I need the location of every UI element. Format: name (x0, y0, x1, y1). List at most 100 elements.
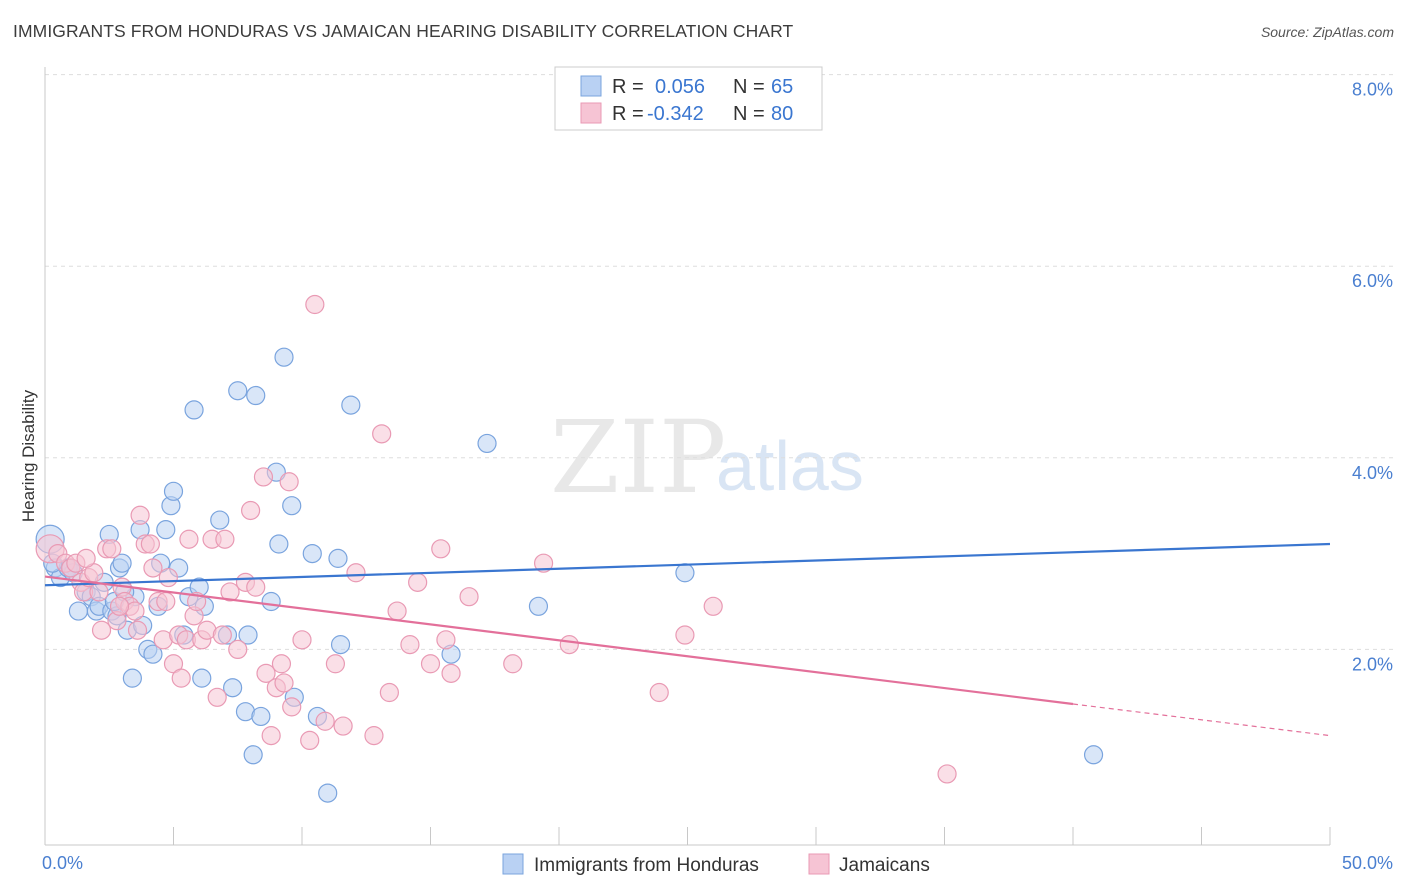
jamaicans-point (300, 730, 320, 751)
chart-title: IMMIGRANTS FROM HONDURAS VS JAMAICAN HEA… (13, 21, 794, 41)
jamaicans-point (364, 726, 384, 746)
honduras-point (184, 400, 204, 420)
honduras-point (163, 481, 184, 501)
honduras-point (238, 625, 258, 645)
jamaicans-point (559, 635, 579, 655)
jamaicans-point (253, 467, 274, 487)
honduras-point (251, 706, 271, 727)
jamaicans-point (179, 529, 199, 549)
jamaicans-point (325, 654, 346, 674)
honduras-point (112, 553, 132, 573)
honduras-point (210, 510, 230, 530)
legend-r-label-2: R = (612, 103, 644, 125)
honduras-point (477, 433, 497, 454)
series-legend-swatch-jamaicans[interactable] (808, 853, 830, 875)
jamaicans-point (143, 558, 163, 578)
honduras-point (528, 596, 549, 616)
jamaicans-point (228, 639, 248, 660)
honduras-point (675, 563, 695, 583)
honduras-point (156, 520, 176, 540)
jamaicans-point (102, 539, 122, 559)
honduras-point (68, 601, 89, 621)
honduras-point (274, 347, 294, 367)
jamaicans-point (274, 673, 294, 693)
y-tick-label: 6.0% (1352, 271, 1393, 291)
x-ticks (173, 827, 1331, 845)
jamaicans-point (292, 630, 312, 650)
jamaicans-point (387, 601, 407, 621)
honduras-point (261, 591, 281, 612)
jamaicans-point (246, 577, 266, 597)
honduras-point (228, 381, 248, 401)
honduras-point (243, 745, 263, 765)
honduras-point (122, 668, 142, 688)
jamaicans-point (91, 620, 112, 640)
jamaicans-point (271, 654, 292, 674)
x-tick-label-min: 0.0% (42, 853, 83, 873)
jamaicans-point (420, 654, 441, 674)
jamaicans-point (127, 620, 148, 640)
series-legend: Immigrants from Honduras Jamaicans (502, 853, 930, 876)
jamaicans-point (400, 635, 420, 655)
jamaicans-point (130, 505, 150, 525)
jamaicans-point (241, 500, 261, 521)
series-legend-label-honduras[interactable]: Immigrants from Honduras (534, 855, 759, 876)
honduras-point (246, 385, 266, 406)
legend-r-value-2: -0.342 (647, 103, 704, 125)
jamaicans-point (379, 682, 399, 703)
jamaicans-point (675, 625, 695, 645)
jamaicans-point (279, 472, 299, 492)
series-legend-swatch-honduras[interactable] (502, 853, 524, 875)
jamaicans-point (212, 625, 232, 645)
legend-n-value-1: 65 (771, 76, 793, 98)
honduras-point (192, 668, 212, 688)
y-tick-label: 2.0% (1352, 654, 1393, 674)
jamaicans-trend-line (44, 575, 1074, 706)
honduras-point (223, 678, 243, 698)
jamaicans-point (261, 726, 281, 746)
honduras-trend-line (44, 542, 1331, 587)
jamaicans-point (220, 582, 240, 602)
trend-lines (44, 542, 1331, 737)
jamaicans-point (533, 553, 554, 573)
data-points (35, 294, 1104, 803)
legend-n-label-2: N = (733, 103, 765, 125)
jamaicans-point (436, 630, 456, 650)
honduras-point (1083, 745, 1104, 765)
legend-n-value-2: 80 (771, 103, 793, 125)
jamaicans-point (156, 591, 176, 612)
legend-swatch-blue (580, 75, 602, 97)
jamaicans-trend-extension (1072, 703, 1331, 737)
legend-r-label-1: R = (612, 76, 644, 98)
honduras-point (269, 534, 289, 554)
jamaicans-point (649, 682, 669, 703)
legend-r-value-1: 0.056 (655, 76, 705, 98)
jamaicans-point (215, 529, 235, 549)
y-tick-labels: 2.0% 4.0% 6.0% 8.0% (1352, 80, 1393, 675)
jamaicans-point (171, 668, 191, 688)
jamaicans-point (207, 687, 227, 707)
watermark-atlas: atlas (716, 427, 864, 505)
jamaicans-point (703, 596, 723, 616)
y-tick-label: 4.0% (1352, 463, 1393, 483)
honduras-point (341, 395, 361, 415)
jamaicans-point (140, 534, 160, 554)
honduras-point (143, 644, 163, 664)
jamaicans-point (76, 548, 96, 568)
jamaicans-point (441, 663, 461, 683)
jamaicans-point (89, 582, 109, 602)
y-axis-label: Hearing Disability (19, 389, 38, 522)
series-legend-label-jamaicans[interactable]: Jamaicans (839, 855, 930, 876)
jamaicans-point (459, 587, 479, 607)
jamaicans-point (408, 572, 428, 592)
x-tick-label-max: 50.0% (1342, 853, 1393, 873)
honduras-point (328, 548, 348, 568)
legend-n-label-1: N = (733, 76, 765, 98)
jamaicans-point (256, 663, 276, 683)
jamaicans-point (346, 563, 366, 583)
jamaicans-point (372, 424, 392, 444)
honduras-point (318, 783, 338, 803)
correlation-legend: R = 0.056 N = 65 R = -0.342 N = 80 (554, 66, 823, 131)
jamaicans-point (109, 596, 130, 616)
